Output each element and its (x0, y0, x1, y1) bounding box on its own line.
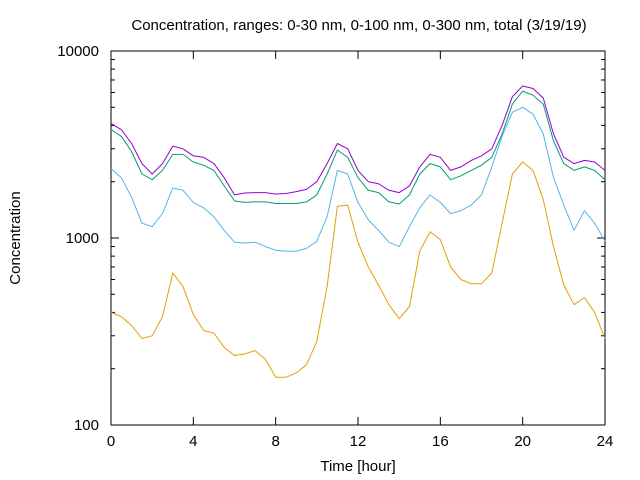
series-0-100nm-line (110, 106, 606, 252)
y-minor-ticks (111, 59, 605, 370)
y-tick-label: 100 (74, 417, 99, 434)
plot-frame (110, 50, 606, 426)
x-tick-label: 12 (350, 433, 367, 450)
x-tick-label: 20 (514, 433, 531, 450)
chart-title: Concentration, ranges: 0-30 nm, 0-100 nm… (131, 17, 586, 34)
x-ticks: 0 4 8 12 16 20 24 (107, 51, 614, 450)
series-group (110, 85, 606, 378)
x-tick-label: 16 (432, 433, 449, 450)
x-axis-label: Time [hour] (320, 458, 395, 475)
y-axis-label: Concentration (7, 191, 24, 284)
x-tick-label: 24 (597, 433, 614, 450)
series-0-30nm-line (110, 161, 606, 378)
x-tick-label: 8 (271, 433, 279, 450)
x-tick-label: 4 (189, 433, 197, 450)
y-ticks: 100 1000 10000 (57, 43, 605, 434)
x-tick-label: 0 (107, 433, 115, 450)
y-tick-label: 10000 (57, 43, 99, 60)
y-tick-label: 1000 (66, 230, 99, 247)
series-0-300nm-line (110, 90, 606, 205)
series-total-line (110, 85, 606, 196)
